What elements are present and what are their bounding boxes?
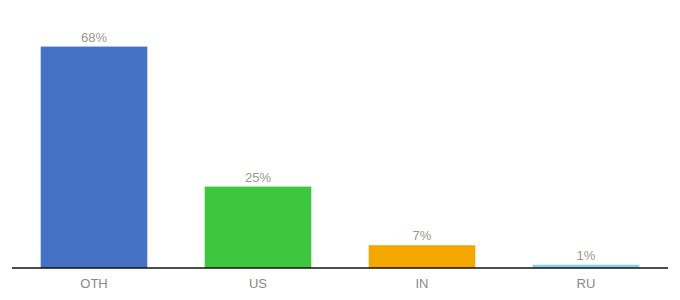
- bar: [41, 47, 148, 268]
- data-labels: 68% 25% 7% 1%: [81, 30, 596, 263]
- data-label: 7%: [413, 228, 432, 243]
- x-tick-label: US: [249, 276, 267, 291]
- bar-chart: 68% 25% 7% 1% OTH US IN RU: [0, 0, 680, 300]
- x-axis-line: [12, 267, 668, 269]
- data-label: 1%: [577, 248, 596, 263]
- bars: [41, 47, 640, 268]
- data-label: 68%: [81, 30, 107, 45]
- chart-container: 68% 25% 7% 1% OTH US IN RU: [0, 0, 680, 300]
- plot-area: 68% 25% 7% 1% OTH US IN RU: [12, 30, 668, 291]
- x-tick-labels: OTH US IN RU: [80, 276, 595, 291]
- x-tick-label: RU: [577, 276, 596, 291]
- x-tick-label: OTH: [80, 276, 107, 291]
- data-label: 25%: [245, 170, 271, 185]
- bar: [369, 245, 476, 268]
- x-tick-label: IN: [416, 276, 429, 291]
- bar: [205, 187, 312, 268]
